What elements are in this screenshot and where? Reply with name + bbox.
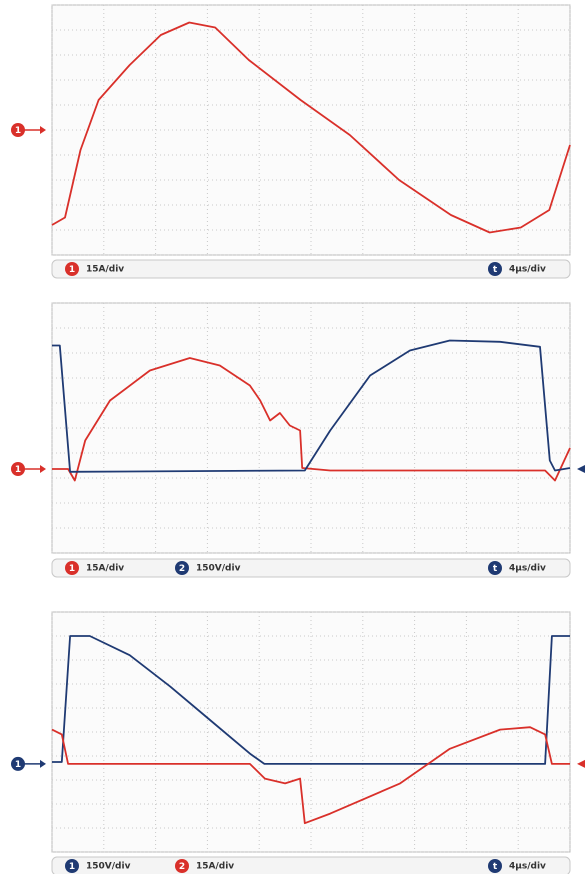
timebase-badge (488, 859, 502, 873)
legend-badge-label: 1 (69, 564, 75, 574)
legend-badge (65, 561, 79, 575)
legend-badge-label: 1 (69, 862, 75, 872)
legend-badge-label: 1 (69, 265, 75, 275)
level-marker (577, 759, 585, 768)
timebase-label: 4µs/div (509, 862, 546, 872)
level-arrow (40, 126, 46, 134)
legend-badge-label: 2 (179, 564, 185, 574)
timebase-badge-label: t (493, 862, 498, 872)
trace (51, 726, 570, 825)
level-arrow (40, 759, 46, 768)
legend-badge-label: 2 (179, 862, 185, 872)
legend-label: 150V/div (196, 564, 241, 574)
timebase-badge (488, 561, 502, 575)
timebase-label: 4µs/div (509, 564, 546, 574)
timebase-badge (488, 262, 502, 276)
channel-badge-label: 1 (15, 465, 21, 475)
legend-badge (175, 561, 189, 575)
channel-badge-label: 1 (15, 126, 21, 136)
channel-badge (11, 123, 25, 137)
trace (51, 21, 571, 234)
trace (52, 339, 571, 473)
channel-badge (11, 462, 25, 476)
timebase-badge-label: t (493, 564, 498, 574)
legend-label: 15A/div (86, 265, 124, 275)
timebase-label: 4µs/div (509, 265, 546, 275)
legend-label: 15A/div (86, 564, 124, 574)
timebase-badge-label: t (493, 265, 498, 275)
legend-badge (65, 262, 79, 276)
level-arrow (40, 465, 46, 473)
legend-bar (51, 259, 571, 279)
legend-label: 150V/div (86, 862, 131, 872)
legend-label: 15A/div (196, 862, 234, 872)
trace (52, 357, 571, 482)
level-marker (577, 465, 585, 473)
channel-badge-label: 1 (15, 760, 21, 770)
legend-badge (175, 859, 189, 873)
legend-badge (65, 859, 79, 873)
channel-badge (11, 756, 25, 771)
